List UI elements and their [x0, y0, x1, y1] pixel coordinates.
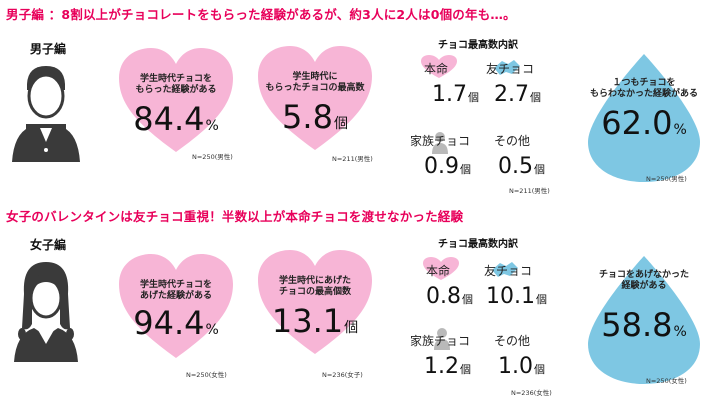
breakdown-value: 10.1個 — [486, 284, 547, 309]
heart-value-unit: 個 — [333, 116, 348, 132]
breakdown-value-unit: 個 — [460, 363, 471, 376]
breakdown-value-unit: 個 — [462, 293, 473, 306]
breakdown-value: 0.9個 — [424, 154, 471, 179]
breakdown-value: 1.2個 — [424, 354, 471, 379]
breakdown-value-number: 2.7 — [494, 82, 529, 107]
male-breakdown-family: 家族チョコ 0.9個 — [410, 130, 490, 179]
male-student-icon — [10, 62, 82, 162]
male-heart2-note: N=211(男性) — [332, 155, 373, 163]
male-headline: 男子編 ：8割以上がチョコレートをもらった経験があるが、約3人に2人は0個の年も… — [6, 7, 516, 22]
heart-value-unit: % — [205, 322, 219, 338]
male-breakdown-honmei: 本命 1.7個 — [421, 55, 504, 107]
drop-value-unit: % — [673, 324, 687, 340]
male-drop-note: N=250(男性) — [646, 175, 687, 183]
heart-icon — [119, 48, 233, 152]
female-student-icon — [10, 258, 82, 362]
drop-value: 62.0% — [584, 104, 704, 142]
breakdown-value-number: 1.2 — [424, 354, 459, 379]
drop-label: チョコをあげなかった 経験がある — [598, 270, 689, 291]
female-breakdown-other: その他 1.0個 — [494, 330, 574, 379]
breakdown-tag: 本命 — [426, 264, 451, 278]
breakdown-value-unit: 個 — [468, 91, 479, 104]
heart-value-number: 5.8 — [282, 98, 333, 136]
female-heart1-note: N=250(女性) — [186, 371, 227, 379]
heart-value-number: 84.4 — [133, 100, 205, 138]
breakdown-value-unit: 個 — [460, 163, 471, 176]
pink-heart-icon — [421, 55, 457, 78]
female-breakdown-family: 家族チョコ 1.2個 — [410, 328, 490, 379]
drop-value-number: 62.0 — [601, 104, 673, 142]
male-heart-max: 学生時代に もらったチョコの最高数 5.8個 — [256, 44, 374, 152]
breakdown-value: 1.0個 — [498, 354, 545, 379]
female-breakdown-honmei: 本命 0.8個 — [423, 257, 506, 309]
male-breakdown-tomo: 友チョコ 2.7個 — [486, 58, 566, 107]
handshake-icon — [492, 262, 518, 277]
breakdown-value: 2.7個 — [494, 82, 541, 107]
male-breakdown-other: その他 0.5個 — [494, 130, 574, 179]
male-drop-none: １つもチョコを もらわなかった経験がある 62.0% — [584, 52, 704, 184]
female-section-label: 女子編 — [30, 238, 67, 252]
male-heart1-note: N=250(男性) — [192, 153, 233, 161]
breakdown-value-number: 1.0 — [498, 354, 533, 379]
breakdown-value-number: 0.8 — [426, 284, 461, 309]
handshake-icon — [494, 60, 520, 75]
drop-value: 58.8% — [584, 306, 704, 344]
female-headline: 女子のバレンタインは友チョコ重視！半数以上が本命チョコを渡せなかった経験 — [6, 209, 464, 224]
heart-label: 学生時代チョコを あげた経験がある — [139, 280, 212, 301]
pink-heart-icon — [423, 257, 459, 280]
breakdown-value: 0.8個 — [426, 284, 473, 309]
heart-value-unit: 個 — [344, 320, 359, 336]
water-drop-icon — [588, 54, 700, 182]
heart-value: 13.1個 — [256, 302, 374, 340]
breakdown-tag: その他 — [494, 334, 531, 348]
breakdown-value: 1.7個 — [432, 82, 479, 107]
breakdown-value-number: 0.5 — [498, 154, 533, 179]
female-heart2-note: N=236(女子) — [322, 371, 363, 379]
drop-value-number: 58.8 — [601, 306, 673, 344]
water-drop-icon — [588, 256, 700, 384]
breakdown-tag: その他 — [494, 134, 531, 148]
heart-label: 学生時代に もらったチョコの最高数 — [265, 72, 365, 93]
heart-icon — [258, 46, 372, 150]
breakdown-value-number: 10.1 — [486, 284, 535, 309]
breakdown-value-unit: 個 — [530, 91, 541, 104]
female-breakdown-title: チョコ最高数内訳 — [438, 239, 518, 250]
female-drop-none: チョコをあげなかった 経験がある 58.8% — [584, 254, 704, 386]
breakdown-tag: 家族チョコ — [410, 134, 471, 148]
breakdown-value-unit: 個 — [534, 363, 545, 376]
male-section-label: 男子編 — [30, 42, 67, 56]
breakdown-value-number: 1.7 — [432, 82, 467, 107]
drop-label: １つもチョコを もらわなかった経験がある — [589, 78, 698, 99]
family-icon — [432, 132, 448, 154]
drop-value-unit: % — [673, 122, 687, 138]
female-heart-max: 学生時代にあげた チョコの最高個数 13.1個 — [256, 248, 374, 356]
male-heart-received: 学生時代チョコを もらった経験がある 84.4% — [117, 46, 235, 154]
family-icon — [434, 328, 450, 350]
male-breakdown-title: チョコ最高数内訳 — [438, 40, 518, 51]
heart-label: 学生時代にあげた チョコの最高個数 — [278, 276, 351, 297]
heart-value-number: 94.4 — [133, 304, 205, 342]
male-breakdown-note: N=211(男性) — [509, 187, 550, 195]
female-heart-gave: 学生時代チョコを あげた経験がある 94.4% — [117, 252, 235, 360]
breakdown-value-unit: 個 — [534, 163, 545, 176]
breakdown-tag: 本命 — [424, 62, 449, 76]
heart-value: 84.4% — [117, 100, 235, 138]
heart-value-unit: % — [205, 118, 219, 134]
female-drop-note: N=250(女性) — [646, 377, 687, 385]
female-breakdown-note: N=236(女性) — [511, 389, 552, 397]
breakdown-value: 0.5個 — [498, 154, 545, 179]
breakdown-tag: 友チョコ — [486, 62, 535, 76]
breakdown-tag: 家族チョコ — [410, 334, 471, 348]
breakdown-tag: 友チョコ — [484, 264, 533, 278]
heart-value: 5.8個 — [256, 98, 374, 136]
heart-label: 学生時代チョコを もらった経験がある — [135, 74, 217, 95]
female-breakdown-tomo: 友チョコ 10.1個 — [484, 260, 564, 309]
breakdown-value-number: 0.9 — [424, 154, 459, 179]
heart-icon — [119, 254, 233, 358]
breakdown-value-unit: 個 — [535, 293, 547, 306]
heart-value: 94.4% — [117, 304, 235, 342]
heart-icon — [258, 250, 372, 354]
heart-value-number: 13.1 — [271, 302, 344, 340]
